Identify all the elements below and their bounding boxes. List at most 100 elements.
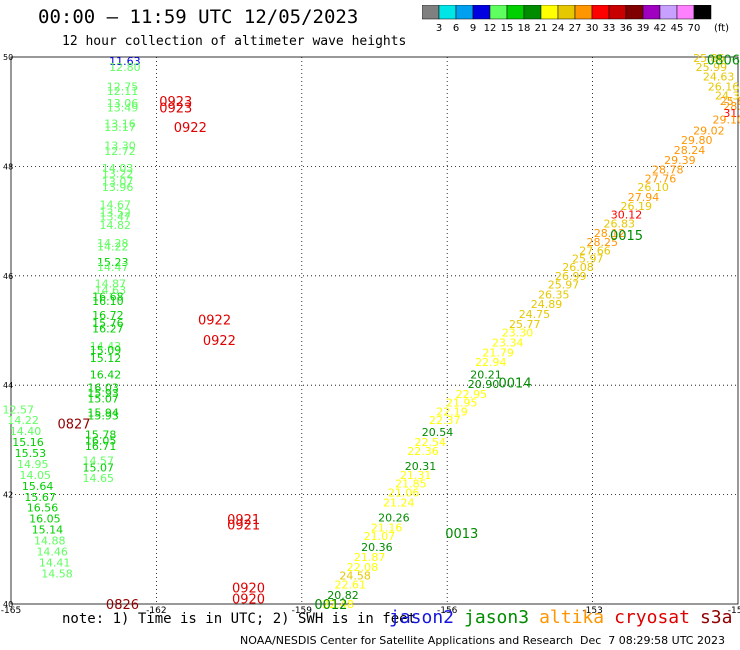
wave-height-value: 21.24 — [383, 496, 415, 509]
wave-height-value: 25.99 — [696, 61, 728, 74]
source-credit: NOAA/NESDIS Center for Satellite Applica… — [240, 634, 574, 647]
wave-height-value: 13.52 — [99, 206, 131, 219]
colorbar-tick-label: 42 — [654, 23, 667, 34]
wave-height-value: 13.06 — [107, 97, 139, 110]
wave-height-value: 15.12 — [90, 352, 122, 365]
legend-item-jason2: jason2 — [389, 607, 455, 628]
satellite-legend: jason2 jason3 altika cryosat s3a — [389, 607, 740, 628]
wave-height-value: 22.08 — [347, 561, 379, 574]
legend-item-cryosat: cryosat — [614, 607, 690, 628]
wave-height-value: 13.17 — [104, 121, 136, 134]
wave-height-value: 27.94 — [628, 191, 660, 204]
x-tick-label: -153 — [582, 606, 602, 616]
colorbar-tick-label: 45 — [671, 23, 684, 34]
wave-height-value: 21.31 — [400, 469, 432, 482]
pass-time-label: 0827 — [57, 417, 90, 432]
colorbar-tick-label: 36 — [620, 23, 633, 34]
wave-height-value: 22.61 — [335, 578, 367, 591]
wave-height-value: 15.93 — [87, 409, 119, 422]
wave-height-value: 11.63 — [109, 55, 141, 68]
wave-height-value: 28.25 — [587, 236, 619, 249]
wave-height-value: 15.16 — [12, 436, 44, 449]
chart-subtitle: 12 hour collection of altimeter wave hei… — [62, 34, 407, 49]
legend-item-altika: altika — [539, 607, 605, 628]
colorbar-tick-label: 24 — [552, 23, 565, 34]
y-tick-label: 40 — [3, 600, 13, 609]
wave-height-value: 22.54 — [414, 436, 446, 449]
x-tick-label: -159 — [292, 606, 313, 616]
wave-height-value: 20.26 — [378, 512, 410, 525]
wave-height-value: 14.95 — [17, 458, 49, 471]
pass-time-label: 0012 — [314, 598, 347, 613]
wave-height-value: 16.27 — [92, 322, 124, 335]
pass-time-label: 0920 — [232, 593, 265, 608]
colorbar-unit: (ft) — [714, 23, 729, 34]
colorbar-tick-label: 39 — [637, 23, 650, 34]
wave-height-value: 22.37 — [429, 414, 461, 427]
wave-height-value: 15.64 — [22, 480, 54, 493]
wave-height-value: 14.65 — [82, 472, 114, 485]
wave-height-value: 14.05 — [19, 469, 51, 482]
wave-height-value: 25.80 — [720, 95, 740, 108]
wave-height-value: 13.96 — [102, 181, 134, 194]
wave-height-value: 26.10 — [637, 181, 669, 194]
wave-height-value: 13.49 — [107, 101, 139, 114]
wave-height-value: 25.77 — [509, 318, 541, 331]
colorbar-tick-label: 9 — [470, 23, 476, 34]
colorbar-tick-label: 6 — [453, 23, 459, 34]
wave-height-value: 24.37 — [715, 89, 740, 102]
wave-height-value: 20.54 — [422, 426, 454, 439]
wave-height-value: 22.48 — [322, 598, 354, 611]
wave-height-value: 24.58 — [339, 570, 371, 583]
wave-height-value: 16.56 — [27, 502, 59, 515]
wave-height-value: 14.40 — [10, 425, 42, 438]
wave-height-value: 22.94 — [475, 356, 507, 369]
wave-height-value: 22.19 — [436, 405, 468, 418]
pass-time-label: 0923 — [159, 95, 192, 110]
wave-height-value: 20.82 — [327, 589, 359, 602]
colorbar-tick-label: 70 — [688, 23, 701, 34]
wave-height-value: 31.9 — [723, 107, 740, 120]
wave-height-value: 21.16 — [371, 521, 403, 534]
wave-height-value: 21.06 — [388, 486, 420, 499]
wave-height-value: 14.88 — [34, 535, 66, 548]
pass-time-label: 0826 — [106, 598, 139, 613]
wave-height-value: 15.53 — [15, 447, 47, 460]
wave-height-value: 26.08 — [562, 261, 594, 274]
wave-height-value: 16.05 — [29, 513, 61, 526]
wave-height-value: 21.87 — [354, 551, 386, 564]
wave-height-value: 28.24 — [674, 144, 706, 157]
wave-height-value: 30.12 — [611, 209, 643, 222]
legend-item-s3a: s3a — [699, 607, 733, 628]
wave-height-value: 16.10 — [92, 295, 124, 308]
y-tick-label: 42 — [3, 491, 13, 500]
pass-time-label: 0920 — [232, 582, 265, 597]
wave-height-value: 13.47 — [99, 211, 131, 224]
colorbar-tick-label: 15 — [501, 23, 514, 34]
wave-height-value: 15.67 — [24, 491, 56, 504]
wave-height-value: 21.85 — [395, 478, 427, 491]
pass-time-label: 0014 — [499, 376, 532, 391]
wave-height-value: 16.71 — [85, 440, 117, 453]
wave-height-value: 14.28 — [97, 237, 129, 250]
wave-height-value: 16.68 — [92, 291, 124, 304]
wave-height-value: 16.05 — [85, 434, 117, 447]
wave-height-value: 15.94 — [87, 407, 119, 420]
wave-height-value: 12.80 — [109, 61, 141, 74]
legend-item-jason3: jason3 — [464, 607, 530, 628]
wave-height-value: 27.66 — [579, 245, 611, 258]
wave-height-value: 26.83 — [604, 217, 636, 230]
colorbar-tick-label: 33 — [603, 23, 616, 34]
wave-height-value: 14.47 — [97, 261, 129, 274]
y-tick-label: 46 — [3, 272, 13, 281]
chart-title: 00:00 – 11:59 UTC 12/05/2023 — [38, 6, 359, 28]
wave-height-value: 13.07 — [102, 176, 134, 189]
colorbar-tick-label: 21 — [535, 23, 548, 34]
colorbar-swatch — [693, 5, 712, 20]
colorbar-tick-label: 18 — [518, 23, 531, 34]
wave-height-value: 21.79 — [482, 346, 514, 359]
wave-height-value: 26.35 — [538, 288, 570, 301]
pass-time-label: 0922 — [198, 314, 231, 329]
pass-time-label: 0922 — [203, 334, 236, 349]
wave-height-value: 23.34 — [492, 337, 524, 350]
